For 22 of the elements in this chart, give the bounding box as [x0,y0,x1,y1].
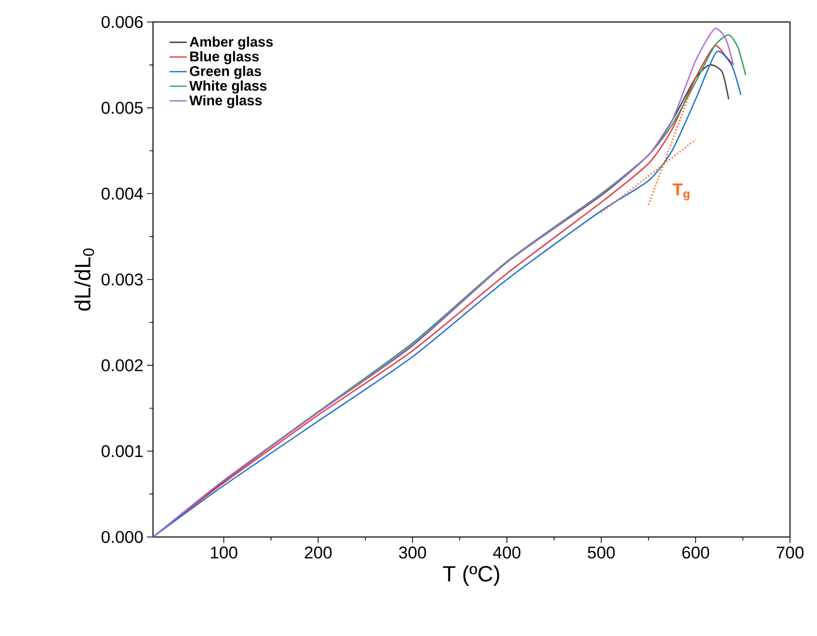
y-axis-title: dL/dL$_{0}$ [74,248,94,311]
legend-label: Blue glass [190,51,259,64]
x-tick-label: 100 [210,546,238,559]
legend-label: White glass [189,80,267,94]
x-tick-label: 700 [776,546,804,559]
legend-label: Green glas [190,66,262,79]
x-tick-label: 600 [682,546,710,559]
legend-label: Amber glass [190,36,273,50]
legend-label: Wine glass [189,95,262,108]
y-tick-label: 0.001 [102,445,143,458]
y-tick-label: 0.004 [102,188,143,200]
x-tick-label: 300 [398,546,426,559]
x-tick-label: 200 [304,546,332,559]
x-tick-label: 400 [493,546,520,559]
x-axis-title: T (ºC) [442,565,500,586]
y-tick-label: 0.006 [102,16,143,28]
x-tick-label: 500 [588,546,615,559]
y-tick-label: 0.000 [102,530,143,544]
annotation: T$_{g}$ [672,184,690,200]
y-tick-label: 0.005 [102,102,143,114]
y-tick-label: 0.002 [102,359,143,372]
y-tick-label: 0.003 [102,273,143,286]
